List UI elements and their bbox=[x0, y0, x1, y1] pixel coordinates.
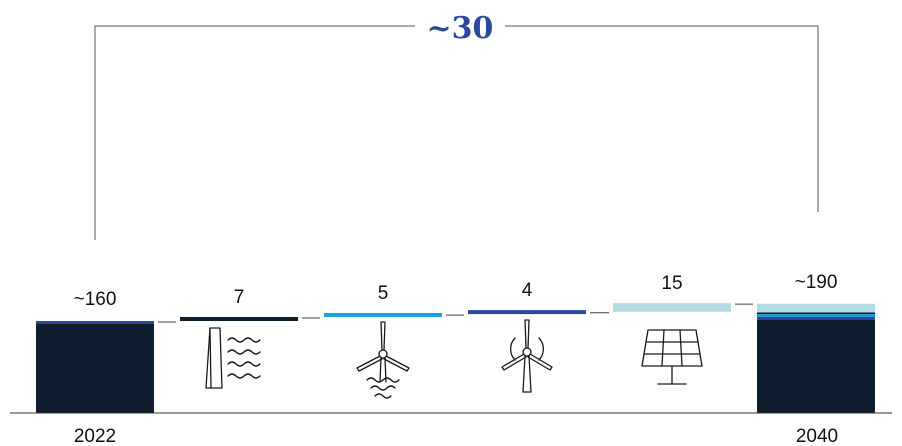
offshore-wind-turbine-icon bbox=[356, 321, 410, 399]
value-label-hydro: 7 bbox=[234, 287, 245, 308]
bar-hydro bbox=[180, 316, 298, 321]
x-label-2040: 2040 bbox=[796, 426, 838, 446]
total-bracket: ~30 bbox=[94, 11, 819, 240]
bracket-line-right bbox=[505, 25, 819, 212]
value-label-2022: ~160 bbox=[74, 289, 117, 310]
solar-panel-icon bbox=[641, 329, 703, 385]
value-label-2040: ~190 bbox=[795, 272, 838, 293]
value-label-offshore-wind: 5 bbox=[378, 283, 389, 304]
bars-group bbox=[36, 303, 875, 413]
bar-offshore-wind bbox=[324, 312, 442, 317]
bar-2022-onshore bbox=[36, 321, 154, 324]
bracket-label: ~30 bbox=[427, 11, 494, 46]
bar-2040-hydro bbox=[757, 312, 875, 315]
bar-solar bbox=[613, 303, 731, 312]
bar-2040-onshore bbox=[757, 316, 875, 320]
bar-2040-offshore bbox=[757, 314, 875, 317]
bar-2040-solar bbox=[757, 303, 875, 313]
value-label-onshore-wind: 4 bbox=[522, 280, 533, 301]
value-labels-group: ~160 7 5 4 15 ~190 bbox=[74, 272, 838, 310]
x-label-2022: 2022 bbox=[74, 426, 116, 446]
hydro-dam-icon bbox=[205, 327, 261, 389]
bracket-line-left bbox=[94, 25, 415, 240]
bar-onshore-wind bbox=[468, 310, 586, 315]
bar-2022-base bbox=[36, 323, 154, 413]
onshore-wind-turbine-icon bbox=[501, 319, 553, 393]
bar-2040-base bbox=[757, 319, 875, 413]
value-label-solar: 15 bbox=[661, 273, 682, 294]
